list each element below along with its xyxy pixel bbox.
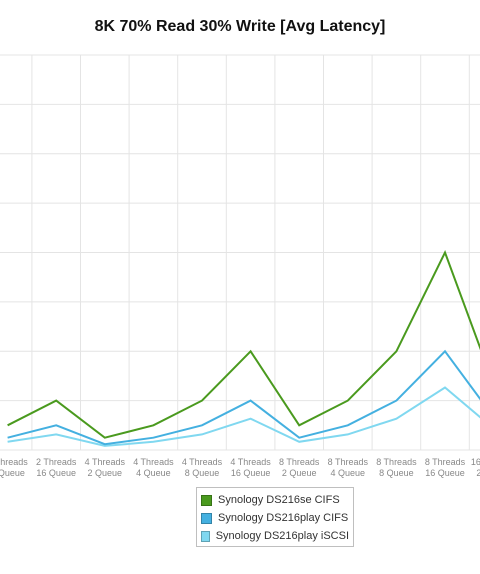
x-tick-label: 8 Threads 2 Queue (279, 457, 320, 478)
x-tick-label: 4 Threads 2 Queue (85, 457, 126, 478)
x-tick-label: 4 Threads 4 Queue (133, 457, 174, 478)
legend-swatch (201, 530, 210, 542)
series-line-synology-ds216play-cifs (7, 349, 480, 446)
x-tick-label: 2 Threads 16 Queue (36, 457, 77, 478)
x-tick-label: 4 Threads 8 Queue (182, 457, 223, 478)
legend: Synology DS216se CIFS Synology DS216play … (196, 487, 354, 547)
series-layer (7, 249, 480, 447)
x-tick-label: 4 Threads 16 Queue (230, 457, 271, 478)
legend-item[interactable]: Synology DS216play CIFS (201, 509, 349, 527)
series-line-synology-ds216play-iscsi (7, 386, 480, 447)
x-tick-label: 8 Threads 16 Queue (425, 457, 466, 478)
legend-label: Synology DS216play CIFS (218, 512, 349, 524)
legend-item[interactable]: Synology DS216se CIFS (201, 491, 349, 509)
grid-lines (0, 54, 480, 451)
legend-swatch (201, 494, 212, 506)
chart-title: 8K 70% Read 30% Write [Avg Latency] (94, 18, 386, 35)
legend-label: Synology DS216play iSCSI (215, 530, 349, 542)
x-tick-label: 8 Threads 4 Queue (328, 457, 369, 478)
legend-label: Synology DS216se CIFS (218, 494, 340, 506)
legend-swatch (201, 512, 212, 524)
x-tick-label: 8 Threads 8 Queue (376, 457, 417, 478)
series-line-synology-ds216se-cifs (7, 249, 480, 439)
legend-item[interactable]: Synology DS216play iSCSI (201, 527, 349, 545)
